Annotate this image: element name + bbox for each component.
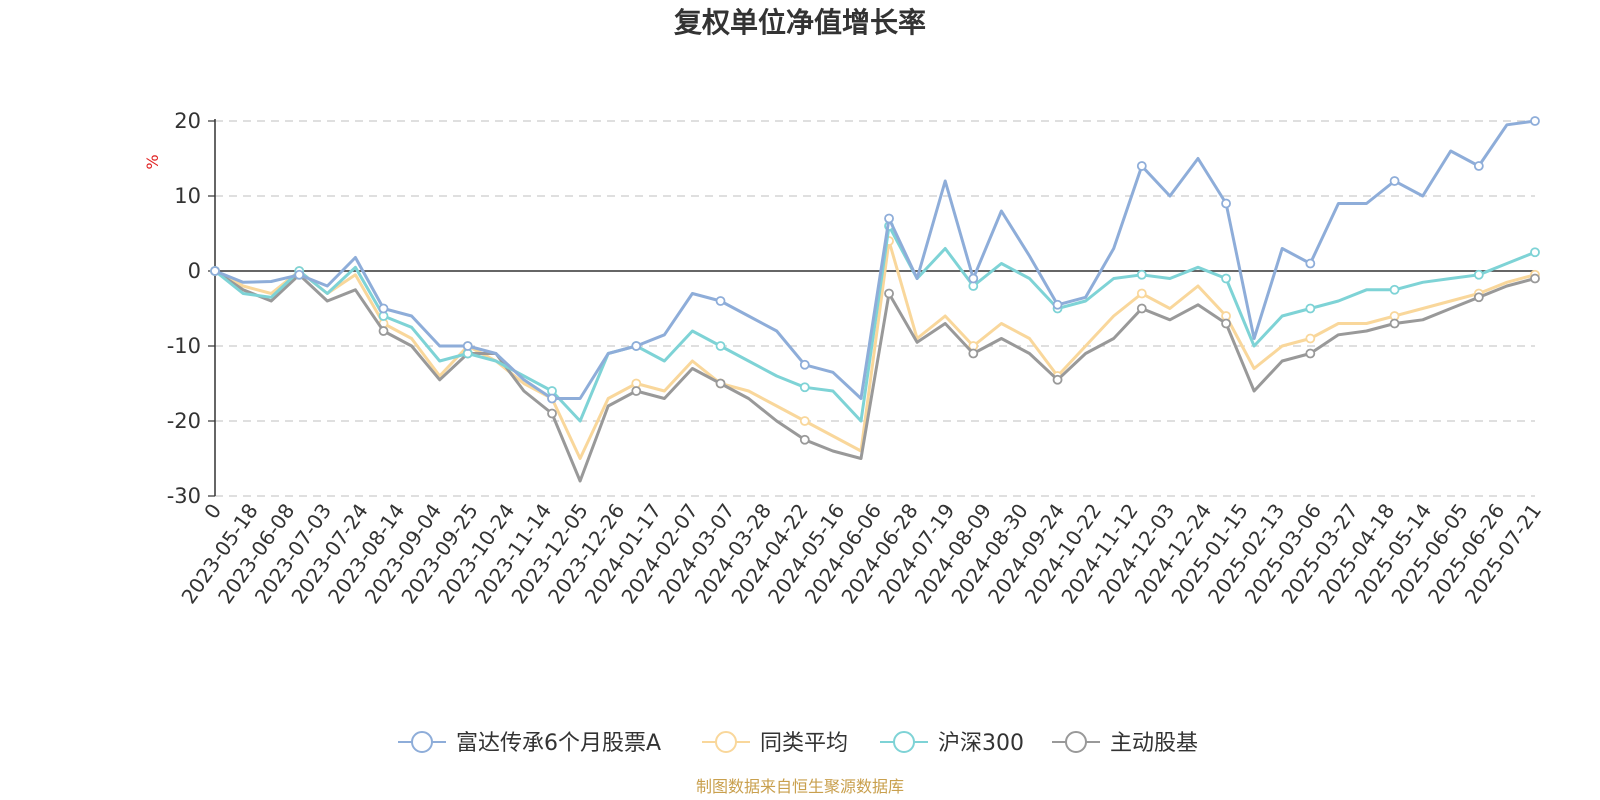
data-point — [1473, 161, 1484, 171]
legend-swatch-marker — [411, 731, 433, 753]
data-point — [1389, 318, 1400, 329]
data-point — [547, 393, 557, 404]
legend-swatch-marker — [715, 731, 737, 753]
y-tick-label: -10 — [167, 334, 201, 358]
legend-item[interactable]: 沪深300 — [880, 731, 1024, 756]
data-point — [378, 303, 389, 314]
y-tick-label: -30 — [167, 484, 201, 508]
legend-label: 主动股基 — [1110, 731, 1198, 756]
legend-label: 同类平均 — [760, 731, 848, 756]
legend-item[interactable]: 富达传承6个月股票A — [398, 731, 661, 756]
data-point — [799, 434, 810, 445]
axes — [208, 119, 1535, 497]
data-point — [1221, 318, 1231, 329]
data-point — [462, 341, 473, 351]
y-tick-label: 10 — [174, 184, 201, 208]
data-point — [1136, 303, 1147, 314]
data-point — [1136, 161, 1147, 171]
y-tick-label: -20 — [167, 409, 201, 433]
legend-swatch-marker — [893, 731, 915, 753]
legend-label: 沪深300 — [938, 731, 1024, 756]
y-tick-label: 20 — [174, 109, 201, 133]
data-point — [799, 359, 810, 370]
data-point — [799, 382, 810, 393]
data-point — [1221, 273, 1231, 284]
series-line — [213, 269, 1537, 483]
data-point — [1530, 273, 1540, 284]
source-note: 制图数据来自恒生聚源数据库 — [696, 777, 904, 796]
data-point — [294, 269, 305, 280]
data-point — [210, 266, 220, 276]
legend-label: 富达传承6个月股票A — [456, 731, 661, 756]
data-point — [1530, 116, 1540, 126]
data-point — [631, 341, 642, 351]
data-point — [1305, 348, 1316, 359]
data-point — [968, 273, 979, 284]
data-point — [1305, 258, 1316, 269]
data-point — [547, 408, 557, 419]
y-tick-labels: 20 10 0 -10 -20 -30 — [167, 109, 201, 508]
data-point — [1221, 198, 1231, 209]
x-tick-label: 0 — [199, 499, 226, 523]
data-point — [1389, 176, 1400, 186]
data-point — [1305, 303, 1316, 314]
x-tick-labels: 02023-05-182023-06-082023-07-032023-07-2… — [176, 499, 1546, 608]
series-lines — [210, 116, 1540, 483]
legend: 富达传承6个月股票A 同类平均 沪深300 主动股基 — [398, 731, 1198, 756]
data-point — [968, 348, 979, 359]
data-point — [1305, 333, 1316, 344]
data-point — [1530, 247, 1540, 258]
y-axis-unit: % — [143, 154, 162, 169]
data-point — [799, 416, 810, 426]
series-line — [213, 239, 1537, 460]
legend-item[interactable]: 同类平均 — [702, 731, 848, 756]
y-tick-label: 0 — [188, 259, 201, 283]
data-point — [884, 288, 894, 299]
data-point — [715, 296, 726, 306]
data-point — [1136, 288, 1147, 299]
data-point — [1136, 269, 1147, 280]
data-point — [1052, 374, 1063, 385]
data-point — [715, 378, 726, 389]
data-point — [715, 341, 726, 351]
data-point — [1473, 292, 1484, 303]
data-point — [631, 386, 642, 396]
data-point — [884, 213, 894, 224]
data-point — [1473, 269, 1484, 280]
data-point — [1052, 299, 1063, 310]
data-point — [1389, 284, 1400, 295]
data-point — [378, 326, 389, 336]
chart-title: 复权单位净值增长率 — [674, 6, 926, 39]
legend-swatch-marker — [1065, 731, 1087, 753]
series-line — [213, 119, 1537, 400]
legend-item[interactable]: 主动股基 — [1052, 731, 1198, 756]
